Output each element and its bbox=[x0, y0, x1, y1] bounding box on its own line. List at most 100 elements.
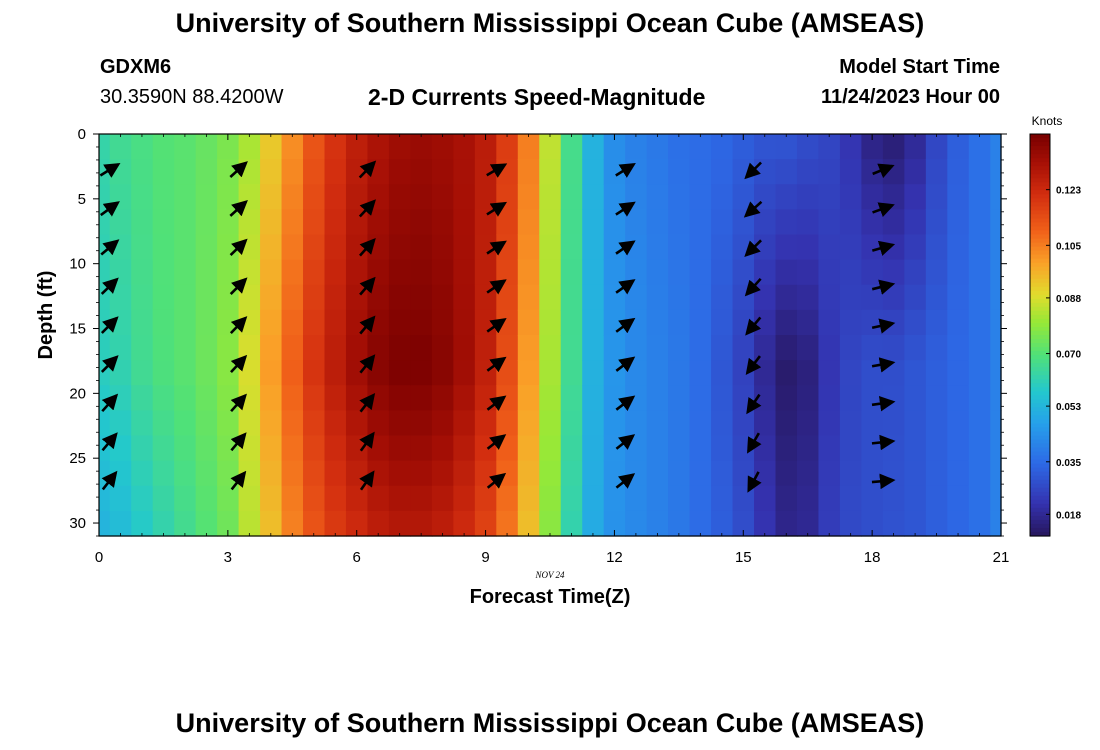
heatmap-cell bbox=[582, 360, 605, 386]
heatmap-cell bbox=[882, 159, 905, 185]
heatmap-cell bbox=[281, 485, 304, 512]
heatmap-cell bbox=[345, 410, 369, 437]
heatmap-cell bbox=[174, 184, 197, 210]
heatmap-cell bbox=[711, 134, 734, 160]
current-vector-arrow bbox=[359, 431, 375, 452]
heatmap-cell bbox=[539, 284, 562, 311]
heatmap-cell bbox=[99, 259, 111, 286]
heatmap-cell bbox=[925, 510, 948, 537]
colorbar-segment bbox=[1030, 391, 1050, 396]
heatmap-cell bbox=[689, 134, 712, 160]
heatmap-cell bbox=[839, 159, 863, 185]
heatmap-cell bbox=[281, 159, 304, 185]
colorbar-segment bbox=[1030, 415, 1050, 421]
heatmap-cell bbox=[861, 385, 884, 411]
heatmap-cell bbox=[281, 410, 304, 437]
colorbar-segment bbox=[1030, 463, 1050, 469]
heatmap-cell bbox=[603, 209, 626, 236]
heatmap-cell bbox=[453, 309, 476, 336]
heatmap-cell bbox=[453, 234, 476, 261]
heatmap-cell bbox=[990, 134, 1002, 160]
heatmap-cell bbox=[99, 335, 111, 361]
heatmap-cell bbox=[904, 209, 927, 236]
colorbar-segment bbox=[1030, 262, 1050, 268]
heatmap-cell bbox=[410, 485, 433, 512]
heatmap-cell bbox=[238, 510, 261, 537]
heatmap-cell bbox=[324, 460, 347, 487]
heatmap-cell bbox=[839, 234, 863, 261]
heatmap-cell bbox=[174, 259, 197, 286]
colorbar-segment bbox=[1030, 258, 1050, 264]
heatmap-cell bbox=[303, 309, 326, 336]
heatmap-cell bbox=[453, 209, 476, 236]
heatmap-cell bbox=[711, 335, 734, 361]
heatmap-cell bbox=[560, 335, 583, 361]
current-vector-arrow bbox=[101, 470, 118, 491]
heatmap-cell bbox=[260, 485, 283, 512]
heatmap-cell bbox=[603, 309, 626, 336]
heatmap-cell bbox=[796, 259, 820, 286]
heatmap-cell bbox=[947, 385, 970, 411]
heatmap-cell bbox=[625, 510, 648, 537]
colorbar-segment bbox=[1030, 335, 1050, 340]
heatmap-cell bbox=[238, 460, 261, 487]
heatmap-cell bbox=[99, 410, 111, 437]
heatmap-cell bbox=[968, 309, 991, 336]
heatmap-cell bbox=[345, 335, 369, 361]
heatmap-cell bbox=[388, 410, 412, 437]
heatmap-cell bbox=[754, 209, 777, 236]
heatmap-cell bbox=[711, 510, 734, 537]
heatmap-cell bbox=[195, 485, 218, 512]
heatmap-cell bbox=[496, 134, 519, 160]
heatmap-cell bbox=[646, 435, 669, 462]
heatmap-cell bbox=[367, 435, 390, 462]
heatmap-cell bbox=[990, 385, 1002, 411]
heatmap-cell bbox=[925, 460, 948, 487]
heatmap-cell bbox=[496, 485, 519, 512]
heatmap-cell bbox=[431, 410, 454, 437]
heatmap-cell bbox=[131, 184, 154, 210]
heatmap-cell bbox=[260, 335, 283, 361]
heatmap-cell bbox=[796, 284, 820, 311]
heatmap-cell bbox=[861, 184, 884, 210]
current-vector-arrow bbox=[486, 318, 507, 334]
heatmap-cell bbox=[861, 410, 884, 437]
heatmap-cell bbox=[496, 460, 519, 487]
heatmap-cell bbox=[388, 385, 412, 411]
heatmap-cell bbox=[775, 159, 798, 185]
current-vector-arrow bbox=[359, 354, 376, 374]
heatmap-cell bbox=[818, 335, 841, 361]
heatmap-cell bbox=[754, 435, 777, 462]
colorbar-segment bbox=[1030, 194, 1050, 199]
heatmap-cell bbox=[539, 385, 562, 411]
heatmap-cell bbox=[603, 385, 626, 411]
heatmap-cell bbox=[303, 360, 326, 386]
heatmap-cell bbox=[517, 385, 540, 411]
heatmap-cell bbox=[324, 410, 347, 437]
heatmap-cell bbox=[324, 234, 347, 261]
heatmap-cell bbox=[775, 360, 798, 386]
heatmap-cell bbox=[131, 335, 154, 361]
heatmap-cell bbox=[367, 134, 390, 160]
heatmap-cell bbox=[367, 460, 390, 487]
y-tick-label: 0 bbox=[78, 126, 86, 143]
heatmap-cell bbox=[818, 510, 841, 537]
heatmap-cell bbox=[560, 134, 583, 160]
heatmap-cell bbox=[496, 159, 519, 185]
heatmap-cell bbox=[474, 510, 497, 537]
heatmap-cell bbox=[410, 335, 433, 361]
heatmap-cell bbox=[882, 435, 905, 462]
heatmap-cell bbox=[152, 309, 175, 336]
heatmap-cell bbox=[775, 510, 798, 537]
heatmap-cell bbox=[131, 234, 154, 261]
heatmap-cell bbox=[560, 485, 583, 512]
heatmap-cell bbox=[861, 134, 884, 160]
y-tick-label: 10 bbox=[69, 256, 86, 273]
heatmap-cell bbox=[668, 435, 691, 462]
heatmap-cell bbox=[732, 184, 755, 210]
current-vector-arrow bbox=[871, 240, 896, 256]
heatmap-cell bbox=[496, 209, 519, 236]
heatmap-cell bbox=[152, 510, 175, 537]
heatmap-cell bbox=[882, 510, 905, 537]
heatmap-cell bbox=[281, 435, 304, 462]
